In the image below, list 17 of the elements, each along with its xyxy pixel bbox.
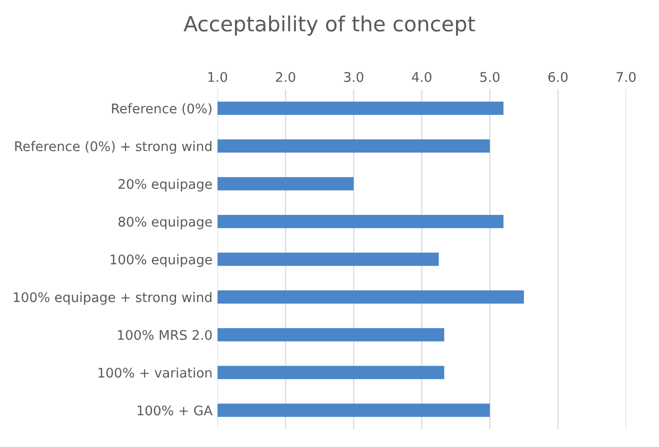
y-tick-label: 80% equipage [118,216,212,230]
y-tick-label: Reference (0%) + strong wind [15,141,212,154]
y-tick-label: Reference (0%) [112,103,212,116]
x-tick-label: 7.0 [616,72,636,82]
x-tick-label: 2.0 [276,72,296,82]
x-tick-label: 1.0 [208,72,228,82]
y-tick-label: 20% equipage [118,178,212,192]
y-tick-label: 100% + variation [98,367,212,378]
y-tick-label: 100% MRS 2.0 [118,330,212,340]
x-tick-label: 5.0 [480,72,500,82]
x-tick-label: 3.0 [344,72,364,82]
x-tick-label: 4.0 [412,72,432,82]
x-tick-label: 6.0 [548,72,568,82]
chart-title: Acceptability of the concept [184,15,476,36]
y-tick-label: 100% equipage + strong wind [14,292,212,305]
y-tick-label: 100% equipage [110,254,212,268]
y-tick-label: 100% + GA [138,405,212,416]
